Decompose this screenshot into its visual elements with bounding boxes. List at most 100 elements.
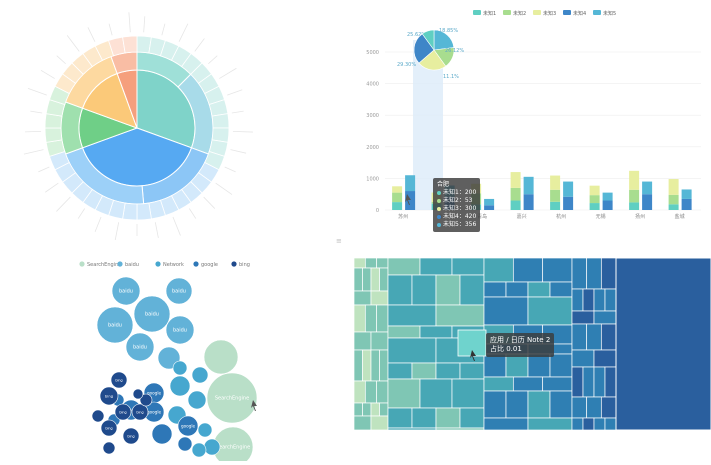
x-tick-label: 扬州 [635,213,645,220]
treemap-cell [549,281,573,298]
treemap-cell [435,304,485,327]
mouse-cursor-icon [405,194,411,205]
bubble-label: baidu [173,328,187,334]
treemap-cell [542,257,573,283]
legend-dot-icon [117,261,123,267]
x-tick-label: 青岛 [477,213,487,220]
bubble [114,403,132,421]
y-tick-label: 5000 [366,50,379,56]
pie-label: 29.30% [397,62,416,68]
treemap-tooltip: 应用 / 日历 Note 2 占比 0.01 [486,333,555,357]
treemap-cell [586,257,602,290]
bubble [203,339,239,375]
bar-segment [589,203,600,210]
bar-segment [602,192,613,201]
treemap-cell [593,417,606,431]
legend-dot-icon [437,222,441,227]
sunburst-leader-line [172,216,181,236]
treemap-cell [593,310,617,325]
bar-tooltip-title: 合肥 [437,181,450,188]
bar-segment [563,181,574,197]
bar-segment [602,200,613,210]
bar-segment [405,175,416,192]
treemap-cell [435,427,485,431]
bubble [197,422,213,438]
treemap-cell [353,304,366,333]
treemap-cell [459,362,485,380]
y-tick-label: 0 [376,208,379,214]
bar-chart[interactable]: 5000 4000 3000 2000 1000 0 苏州 合肥青岛 嘉兴 杭州 无锡 扬州 盐城 未知1… [345,0,711,240]
x-tick-label: 嘉兴 [517,213,527,220]
bar-segment [642,194,653,210]
sunburst-leader-line [219,67,237,79]
y-tick-label: 2000 [366,145,379,151]
treemap-cell [527,281,551,298]
bubble [100,419,118,437]
bubble-label: bing [105,395,114,399]
treemap-cell [435,274,461,306]
treemap-cell [600,257,617,290]
bar-tooltip-row: 未知2：53 [437,197,476,205]
treemap-tooltip-title: 应用 / 日历 Note 2 [490,336,551,344]
sunburst-segment [211,113,230,129]
treemap-cell [379,402,389,417]
treemap-cell [411,274,437,306]
bar-segment [563,196,574,210]
mouse-cursor-icon [470,350,476,361]
bubble [125,332,155,362]
sunburst-leader-line [77,208,86,219]
treemap-cell [571,288,584,312]
treemap-cell [387,304,437,327]
bar-segment [510,172,521,188]
bar-segment [550,189,561,202]
pie-label: 18.85% [439,28,458,34]
sunburst-leader-line [56,196,71,212]
treemap-cell [435,407,461,429]
bubble-label: google [124,408,139,413]
treemap-cell [549,390,573,419]
treemap-cell [571,417,584,431]
treemap-cell [527,390,551,419]
treemap-cell [387,362,413,380]
sunburst-leader-line [30,110,43,114]
resize-handle-icon[interactable]: ≡ [336,237,342,245]
bubble-label: SearchEngine [215,396,249,402]
treemap-cell [505,281,529,298]
sunburst-leader-line [40,69,55,79]
treemap-cell [353,349,363,382]
bubble-label: bing [105,427,112,431]
treemap-cell [411,407,437,429]
sunburst-leader-line [178,23,189,42]
treemap-cell [505,390,529,419]
sunburst-leader-line [231,110,244,114]
sunburst-chart[interactable] [0,0,340,242]
bubble [151,423,173,445]
bubble [191,366,209,384]
treemap-cell [512,257,544,283]
bubble [111,276,141,306]
bubble [122,427,140,445]
legend-dot-icon [437,214,441,219]
sunburst-leader-line [215,182,233,195]
treemap-cell [387,427,437,431]
treemap-cell [435,362,461,380]
legend-swatch [593,10,601,15]
bar-segment [405,191,416,210]
treemap-cell [483,376,514,392]
sunburst-leader-line [232,130,253,133]
bubble-label: SearchEngine [216,445,250,451]
bubble-label: baidu [172,289,186,295]
treemap-cell [387,325,421,339]
bar-segment [668,204,679,210]
treemap-cell [379,267,389,292]
treemap-cell [483,296,529,326]
sunburst-leader-line [224,166,236,173]
bubble-label: baidu [119,289,133,295]
treemap-cell [483,390,507,419]
treemap-cell [376,257,389,269]
treemap-cell [604,417,617,431]
treemap-cell [370,331,389,351]
sunburst-leader-line [56,55,66,65]
bubble-label: google [147,410,162,415]
